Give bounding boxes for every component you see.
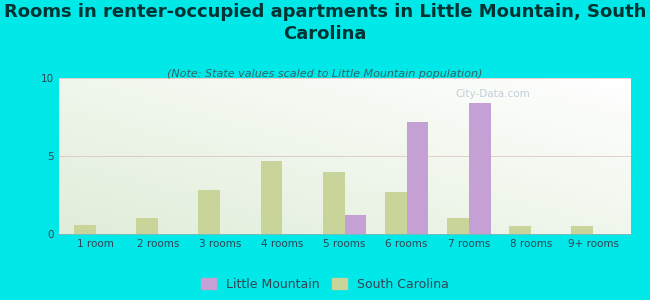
Bar	[407, 122, 428, 234]
Bar	[74, 225, 96, 234]
Bar	[385, 192, 407, 234]
Bar	[323, 172, 345, 234]
Legend: Little Mountain, South Carolina: Little Mountain, South Carolina	[201, 278, 449, 291]
Bar	[198, 190, 220, 234]
Text: City-Data.com: City-Data.com	[456, 88, 530, 99]
Bar	[344, 215, 366, 234]
Bar	[136, 218, 158, 234]
Bar	[261, 161, 282, 234]
Text: Rooms in renter-occupied apartments in Little Mountain, South
Carolina: Rooms in renter-occupied apartments in L…	[4, 3, 646, 43]
Bar	[509, 226, 531, 234]
Bar	[447, 218, 469, 234]
Bar	[469, 103, 491, 234]
Bar	[571, 226, 593, 234]
Text: (Note: State values scaled to Little Mountain population): (Note: State values scaled to Little Mou…	[167, 69, 483, 79]
